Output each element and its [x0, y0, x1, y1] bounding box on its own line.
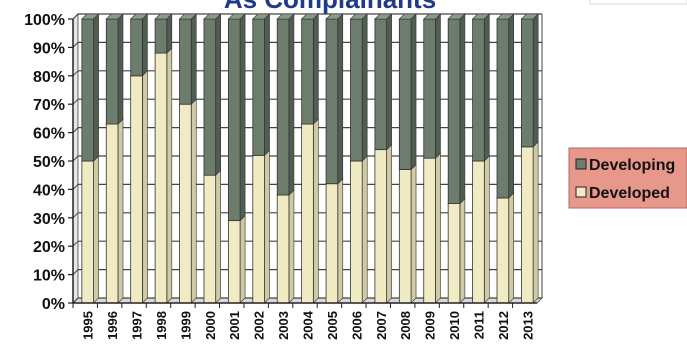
- bar-developing-2003: [276, 13, 295, 196]
- x-tick-label: 2011: [471, 311, 486, 339]
- y-tick-label: 70%: [33, 97, 65, 114]
- legend-box: [568, 147, 687, 209]
- bar-developing-2012: [496, 13, 515, 199]
- bar-developed-1997: [129, 70, 149, 304]
- bar-developing-1997: [129, 13, 149, 77]
- x-tick-label: 2001: [227, 311, 242, 340]
- bar-developed-2013: [520, 141, 539, 304]
- y-tick-label: 90%: [33, 40, 65, 57]
- x-tick-label: 2005: [325, 311, 340, 340]
- bar-developing-2009: [423, 13, 442, 159]
- bar-developing-2000: [203, 13, 222, 176]
- x-tick-label: 2006: [349, 311, 364, 340]
- x-tick-label: 1996: [105, 311, 120, 340]
- bar-developing-2002: [252, 13, 271, 157]
- y-tick-label: 80%: [33, 69, 65, 86]
- bar-developed-1999: [178, 98, 197, 304]
- bar-developing-2007: [374, 13, 393, 151]
- x-tick-label: 1995: [81, 311, 96, 340]
- x-tick-label: 2013: [520, 311, 535, 340]
- bar-developed-2000: [203, 169, 222, 304]
- bar-developed-2004: [300, 118, 320, 304]
- bar-developed-2009: [423, 152, 442, 304]
- x-tick-label: 1999: [178, 311, 193, 340]
- bar-developing-2005: [325, 13, 344, 185]
- y-tick-label: 10%: [33, 268, 65, 285]
- bar-developing-2004: [300, 13, 320, 125]
- bar-developed-2011: [471, 155, 491, 304]
- y-tick-label: 60%: [33, 126, 65, 143]
- bar-developing-2013: [520, 13, 539, 148]
- y-axis-ticks: 0% 10% 20% 30% 40% 50% 60% 70% 80% 90% 100%: [24, 12, 73, 313]
- bar-developing-1999: [178, 13, 197, 105]
- x-tick-label: 2007: [374, 311, 389, 340]
- y-tick-label: 100%: [24, 12, 65, 29]
- y-tick-label: 50%: [33, 154, 65, 171]
- bar-developing-2008: [398, 13, 417, 171]
- bar-developed-2012: [496, 192, 515, 304]
- y-tick-label: 30%: [33, 211, 65, 228]
- bar-developed-2006: [349, 155, 368, 304]
- bar-developing-2010: [447, 13, 466, 205]
- top-right-box: [589, 0, 687, 5]
- legend-swatch: [575, 158, 587, 170]
- y-tick-label: 20%: [33, 239, 65, 256]
- chart-title: As Complainants: [224, 0, 436, 14]
- y-tick-label: 40%: [33, 182, 65, 199]
- x-tick-label: 2003: [276, 311, 291, 340]
- x-tick-label: 1998: [154, 311, 169, 340]
- x-tick-label: 2000: [203, 311, 218, 340]
- bar-developed-2003: [276, 189, 295, 304]
- x-axis-ticks: 1995 1996 1997 1998 1999 2000 2001 2002 2003 2004…: [72, 303, 535, 340]
- x-tick-label: 1997: [130, 311, 145, 340]
- bar-developed-1996: [105, 118, 124, 304]
- legend-swatch: [575, 186, 587, 198]
- x-tick-label: 2010: [447, 311, 462, 340]
- bars: [81, 13, 539, 304]
- bar-developed-1995: [81, 155, 100, 304]
- legend-label: Developed: [589, 185, 670, 202]
- bar-developing-2011: [471, 13, 491, 162]
- legend: Developing Developed: [568, 147, 687, 209]
- bar-developing-1995: [81, 13, 100, 162]
- bar-developing-1998: [154, 13, 173, 54]
- bar-developed-2005: [325, 177, 344, 304]
- bar-developed-2001: [227, 214, 246, 304]
- bar-developed-2008: [398, 163, 417, 304]
- bar-developed-2002: [252, 149, 271, 304]
- bar-developed-2010: [447, 197, 466, 304]
- y-tick-label: 0%: [42, 296, 65, 313]
- bar-developed-2007: [374, 143, 393, 304]
- x-tick-label: 2002: [252, 311, 267, 340]
- bar-developing-2006: [349, 13, 368, 162]
- bar-developing-1996: [105, 13, 124, 125]
- bar-developed-1998: [154, 47, 173, 304]
- x-tick-label: 2009: [423, 311, 438, 340]
- bar-developing-2001: [227, 13, 246, 222]
- legend-label: Developing: [589, 157, 675, 174]
- x-tick-label: 2008: [398, 311, 413, 340]
- x-tick-label: 2012: [496, 311, 511, 340]
- x-tick-label: 2004: [301, 310, 316, 340]
